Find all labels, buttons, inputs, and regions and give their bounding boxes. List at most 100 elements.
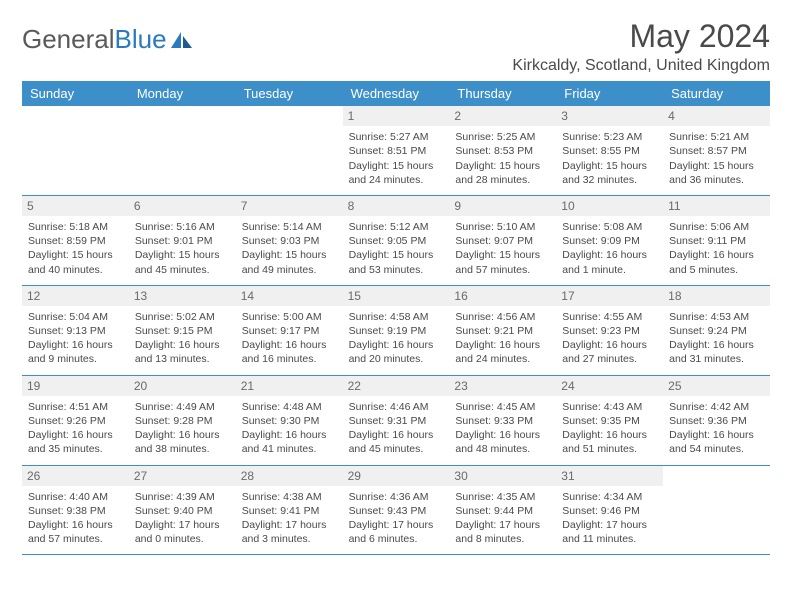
sunrise-text: Sunrise: 4:46 AM (349, 400, 444, 414)
day-number: 13 (129, 286, 236, 306)
daylight1-text: Daylight: 15 hours (349, 248, 444, 262)
daylight2-text: and 35 minutes. (28, 442, 123, 456)
day-cell: 18Sunrise: 4:53 AMSunset: 9:24 PMDayligh… (663, 286, 770, 375)
day-cell (236, 106, 343, 195)
daylight2-text: and 57 minutes. (28, 532, 123, 546)
day-cell (663, 466, 770, 555)
day-number: 10 (556, 196, 663, 216)
sunrise-text: Sunrise: 5:04 AM (28, 310, 123, 324)
day-cell: 26Sunrise: 4:40 AMSunset: 9:38 PMDayligh… (22, 466, 129, 555)
sunrise-text: Sunrise: 4:58 AM (349, 310, 444, 324)
day-number: 24 (556, 376, 663, 396)
daylight1-text: Daylight: 17 hours (562, 518, 657, 532)
daylight1-text: Daylight: 16 hours (135, 428, 230, 442)
day-number: 7 (236, 196, 343, 216)
sunset-text: Sunset: 9:09 PM (562, 234, 657, 248)
sunrise-text: Sunrise: 5:08 AM (562, 220, 657, 234)
day-number: 22 (343, 376, 450, 396)
weekday-header-row: Sunday Monday Tuesday Wednesday Thursday… (22, 81, 770, 106)
daylight2-text: and 40 minutes. (28, 263, 123, 277)
sunset-text: Sunset: 9:19 PM (349, 324, 444, 338)
daylight2-text: and 45 minutes. (135, 263, 230, 277)
sunrise-text: Sunrise: 4:53 AM (669, 310, 764, 324)
daylight1-text: Daylight: 16 hours (455, 338, 550, 352)
day-cell (22, 106, 129, 195)
daylight2-text: and 45 minutes. (349, 442, 444, 456)
sunrise-text: Sunrise: 4:45 AM (455, 400, 550, 414)
daylight2-text: and 0 minutes. (135, 532, 230, 546)
daylight1-text: Daylight: 16 hours (28, 428, 123, 442)
daylight2-text: and 9 minutes. (28, 352, 123, 366)
day-cell: 25Sunrise: 4:42 AMSunset: 9:36 PMDayligh… (663, 376, 770, 465)
daylight1-text: Daylight: 15 hours (135, 248, 230, 262)
daylight2-text: and 11 minutes. (562, 532, 657, 546)
day-number: 21 (236, 376, 343, 396)
day-number: 19 (22, 376, 129, 396)
day-cell: 6Sunrise: 5:16 AMSunset: 9:01 PMDaylight… (129, 196, 236, 285)
day-cell: 19 Sunrise: 4:51 AMSunset: 9:26 PMDayligh… (22, 376, 129, 465)
daylight1-text: Daylight: 16 hours (455, 428, 550, 442)
weekday-monday: Monday (129, 81, 236, 106)
logo-text-general: General (22, 24, 115, 55)
sunset-text: Sunset: 9:24 PM (669, 324, 764, 338)
daylight2-text: and 20 minutes. (349, 352, 444, 366)
daylight2-text: and 41 minutes. (242, 442, 337, 456)
day-cell (129, 106, 236, 195)
sunrise-text: Sunrise: 5:00 AM (242, 310, 337, 324)
sunset-text: Sunset: 8:53 PM (455, 144, 550, 158)
daylight1-text: Daylight: 16 hours (562, 338, 657, 352)
daylight2-text: and 1 minute. (562, 263, 657, 277)
sunrise-text: Sunrise: 4:56 AM (455, 310, 550, 324)
daylight2-text: and 27 minutes. (562, 352, 657, 366)
sunset-text: Sunset: 9:33 PM (455, 414, 550, 428)
daylight1-text: Daylight: 16 hours (669, 428, 764, 442)
sunset-text: Sunset: 9:03 PM (242, 234, 337, 248)
day-number: 20 (129, 376, 236, 396)
day-number: 14 (236, 286, 343, 306)
day-number: 12 (22, 286, 129, 306)
sunset-text: Sunset: 9:15 PM (135, 324, 230, 338)
day-cell: 16Sunrise: 4:56 AMSunset: 9:21 PMDayligh… (449, 286, 556, 375)
sunrise-text: Sunrise: 4:51 AM (28, 400, 123, 414)
day-number: 16 (449, 286, 556, 306)
sunset-text: Sunset: 9:30 PM (242, 414, 337, 428)
day-cell: 10Sunrise: 5:08 AMSunset: 9:09 PMDayligh… (556, 196, 663, 285)
sunrise-text: Sunrise: 4:43 AM (562, 400, 657, 414)
daylight1-text: Daylight: 16 hours (28, 338, 123, 352)
sunset-text: Sunset: 9:11 PM (669, 234, 764, 248)
sunrise-text: Sunrise: 4:42 AM (669, 400, 764, 414)
sunset-text: Sunset: 9:44 PM (455, 504, 550, 518)
logo-sail-icon (170, 30, 194, 50)
sunrise-text: Sunrise: 5:06 AM (669, 220, 764, 234)
sunrise-text: Sunrise: 5:23 AM (562, 130, 657, 144)
title-block: May 2024 Kirkcaldy, Scotland, United Kin… (512, 18, 770, 75)
daylight1-text: Daylight: 15 hours (455, 248, 550, 262)
sunset-text: Sunset: 9:07 PM (455, 234, 550, 248)
sunrise-text: Sunrise: 5:27 AM (349, 130, 444, 144)
sunrise-text: Sunrise: 4:48 AM (242, 400, 337, 414)
day-number: 23 (449, 376, 556, 396)
sunset-text: Sunset: 9:26 PM (28, 414, 123, 428)
weekday-wednesday: Wednesday (343, 81, 450, 106)
daylight1-text: Daylight: 15 hours (562, 159, 657, 173)
daylight1-text: Daylight: 17 hours (135, 518, 230, 532)
header: GeneralBlue May 2024 Kirkcaldy, Scotland… (22, 18, 770, 75)
daylight2-text: and 54 minutes. (669, 442, 764, 456)
daylight2-text: and 3 minutes. (242, 532, 337, 546)
sunset-text: Sunset: 9:40 PM (135, 504, 230, 518)
weekday-tuesday: Tuesday (236, 81, 343, 106)
day-number: 15 (343, 286, 450, 306)
sunset-text: Sunset: 9:23 PM (562, 324, 657, 338)
week-row: 26Sunrise: 4:40 AMSunset: 9:38 PMDayligh… (22, 466, 770, 556)
day-cell: 30Sunrise: 4:35 AMSunset: 9:44 PMDayligh… (449, 466, 556, 555)
day-number: 29 (343, 466, 450, 486)
sunset-text: Sunset: 9:35 PM (562, 414, 657, 428)
sunset-text: Sunset: 8:51 PM (349, 144, 444, 158)
daylight1-text: Daylight: 16 hours (242, 338, 337, 352)
day-cell: 2Sunrise: 5:25 AMSunset: 8:53 PMDaylight… (449, 106, 556, 195)
day-cell: 4Sunrise: 5:21 AMSunset: 8:57 PMDaylight… (663, 106, 770, 195)
day-number: 27 (129, 466, 236, 486)
week-row: 1Sunrise: 5:27 AMSunset: 8:51 PMDaylight… (22, 106, 770, 196)
day-number: 18 (663, 286, 770, 306)
day-cell: 5Sunrise: 5:18 AMSunset: 8:59 PMDaylight… (22, 196, 129, 285)
